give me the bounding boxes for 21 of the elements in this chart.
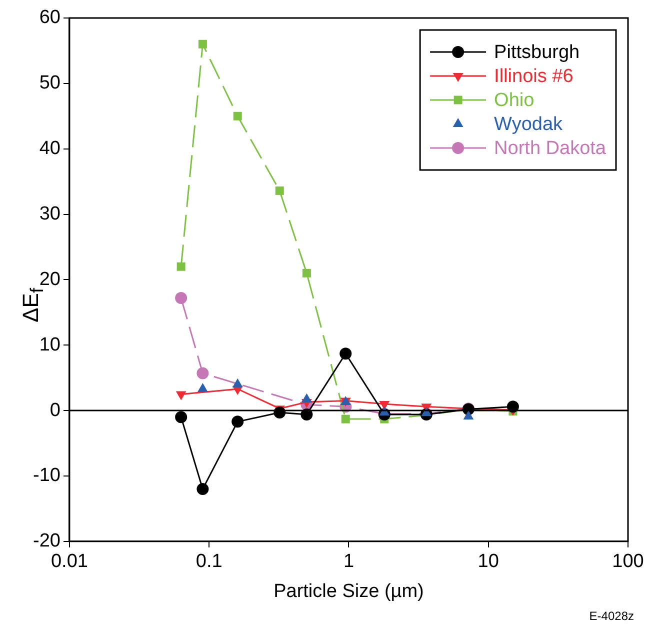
y-tick-label: -10 bbox=[32, 465, 60, 486]
y-tick-label: 10 bbox=[39, 334, 60, 356]
y-tick-label: 40 bbox=[39, 138, 60, 160]
y-tick-label: 30 bbox=[39, 204, 60, 225]
y-tick-label: 50 bbox=[39, 72, 60, 94]
y-tick-label: 20 bbox=[39, 268, 60, 290]
y-tick-label: -20 bbox=[32, 530, 60, 552]
y-tick-label: 60 bbox=[39, 7, 60, 28]
x-tick-label: 100 bbox=[612, 551, 644, 572]
x-tick-label: 0.1 bbox=[196, 551, 222, 572]
legend-label: Wyodak bbox=[494, 114, 564, 136]
x-axis-title: Particle Size (µm) bbox=[274, 580, 424, 602]
y-tick-label: 0 bbox=[50, 400, 60, 421]
legend-label: North Dakota bbox=[494, 138, 606, 160]
text: E-4028z bbox=[589, 609, 634, 623]
legend-label: Ohio bbox=[494, 90, 534, 112]
x-tick-label: 10 bbox=[478, 551, 499, 572]
x-tick-label: 0.01 bbox=[50, 551, 88, 572]
legend-label: Pittsburgh bbox=[494, 42, 580, 64]
x-tick-label: 1 bbox=[343, 551, 354, 572]
legend-label: Illinois #6 bbox=[494, 66, 574, 88]
